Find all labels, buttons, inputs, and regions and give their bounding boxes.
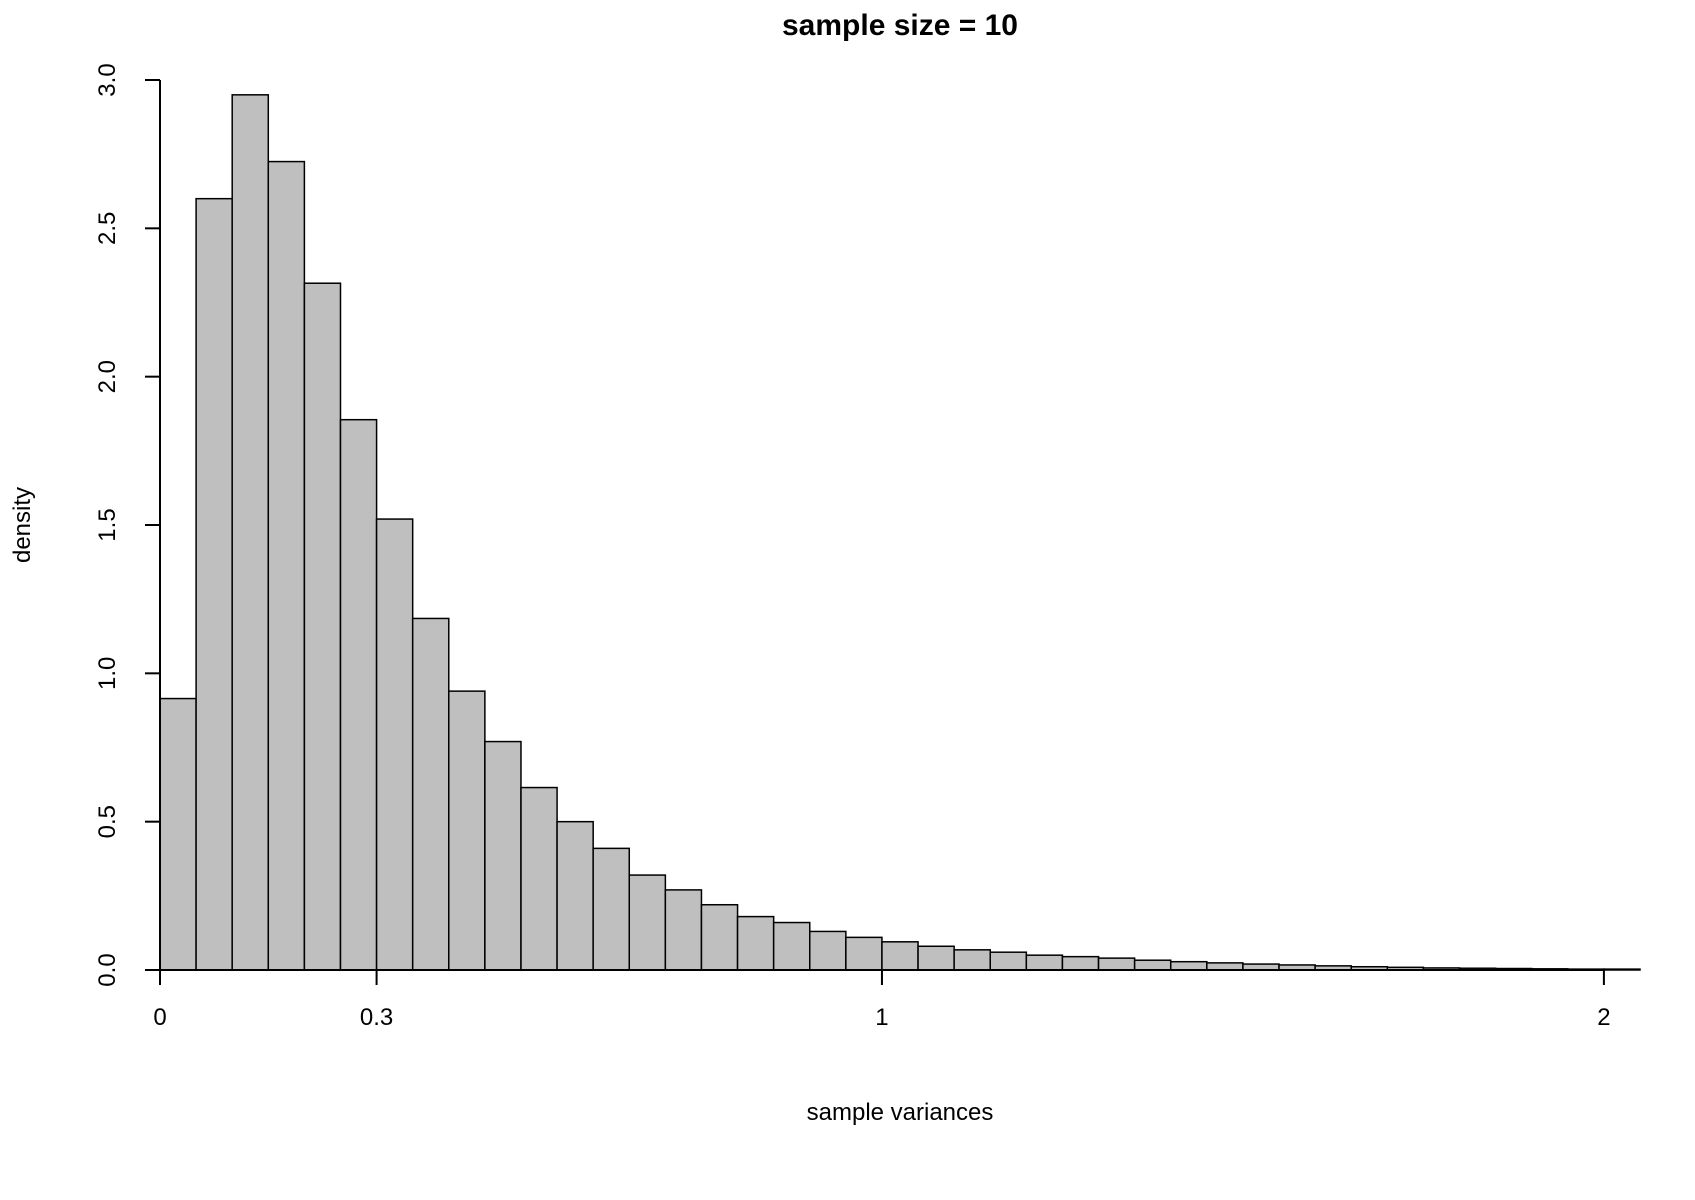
histogram-bar: [1171, 962, 1207, 970]
histogram-bar: [701, 905, 737, 970]
histogram-bar: [268, 162, 304, 970]
histogram-chart: 0 0.3 1 2 0.0 0.5 1.0 1.5 2.0 2.5 3.0 sample size =…: [0, 0, 1695, 1200]
histogram-bar: [521, 788, 557, 970]
histogram-bar: [1099, 958, 1135, 970]
histogram-bar: [449, 691, 485, 970]
x-tick-label: 2: [1597, 1004, 1610, 1031]
histogram-bar: [304, 283, 340, 970]
histogram-bar: [340, 420, 376, 970]
histogram-bar: [629, 875, 665, 970]
y-tick-label: 2.0: [94, 360, 121, 393]
x-axis-label: sample variances: [807, 1099, 994, 1126]
histogram-bar: [593, 848, 629, 970]
histogram-bar: [990, 952, 1026, 970]
histogram-bar: [738, 917, 774, 970]
histogram-bar: [1062, 957, 1098, 970]
histogram-bar: [665, 890, 701, 970]
y-tick-label: 2.5: [94, 212, 121, 245]
chart-title: sample size = 10: [782, 9, 1018, 42]
histogram-bar: [196, 199, 232, 970]
y-tick-label: 3.0: [94, 63, 121, 96]
histogram-bar: [846, 937, 882, 970]
histogram-bar: [1135, 960, 1171, 970]
histogram-bar: [485, 742, 521, 970]
histogram-bar: [1026, 955, 1062, 970]
y-tick-label: 1.0: [94, 657, 121, 690]
histogram-bar: [232, 95, 268, 970]
x-tick-label: 1: [875, 1004, 888, 1031]
histogram-bar: [160, 699, 196, 970]
chart-svg: 0 0.3 1 2 0.0 0.5 1.0 1.5 2.0 2.5 3.0 sample size =…: [0, 0, 1695, 1200]
histogram-bar: [557, 822, 593, 970]
histogram-bar: [774, 923, 810, 970]
histogram-bar: [954, 950, 990, 970]
histogram-bar: [918, 946, 954, 970]
y-tick-label: 1.5: [94, 508, 121, 541]
histogram-bar: [882, 942, 918, 970]
histogram-bar: [413, 618, 449, 970]
histogram-bar: [1604, 969, 1640, 970]
y-axis-label: density: [9, 487, 36, 563]
x-tick-label: 0: [153, 1004, 166, 1031]
x-tick-label: 0.3: [360, 1004, 393, 1031]
histogram-bar: [1207, 963, 1243, 970]
y-tick-label: 0.0: [94, 953, 121, 986]
histogram-bar: [810, 931, 846, 970]
histogram-bar: [377, 519, 413, 970]
y-tick-label: 0.5: [94, 805, 121, 838]
